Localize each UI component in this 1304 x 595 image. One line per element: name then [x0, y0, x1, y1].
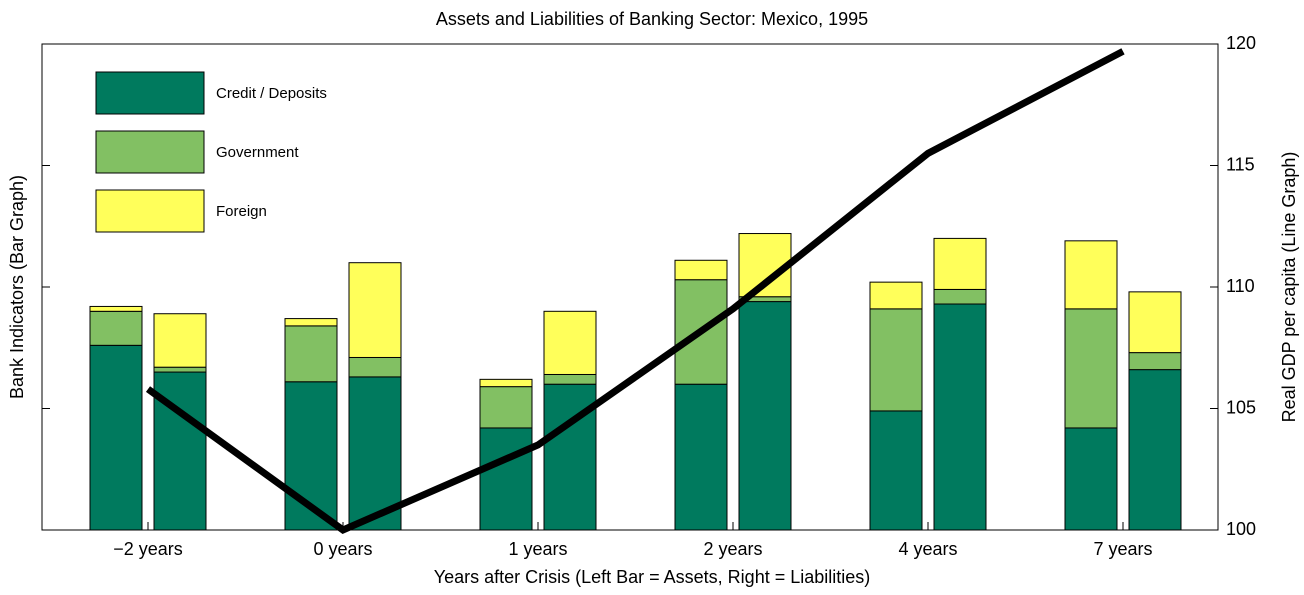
- legend-swatch: [95, 71, 205, 115]
- bar: [348, 262, 402, 358]
- bar: [1064, 240, 1118, 310]
- y2-tick-label: 105: [1226, 397, 1256, 417]
- bar: [674, 383, 728, 531]
- bar: [89, 344, 143, 531]
- legend-swatch: [95, 189, 205, 233]
- plot-frame: [41, 43, 1219, 531]
- x-tick-label: −2 years: [113, 539, 183, 559]
- bar: [869, 281, 923, 310]
- bar: [543, 373, 597, 385]
- x-axis-label: Years after Crisis (Left Bar = Assets, R…: [434, 567, 871, 587]
- bar: [479, 386, 533, 429]
- bar: [479, 378, 533, 388]
- y2-tick-label: 115: [1226, 154, 1255, 174]
- bar: [284, 318, 338, 327]
- bar: [543, 383, 597, 531]
- bar: [933, 303, 987, 531]
- bar: [1064, 308, 1118, 429]
- y2-axis-label: Real GDP per capita (Line Graph): [1279, 152, 1299, 423]
- bar: [674, 259, 728, 281]
- legend-label: Foreign: [216, 203, 267, 220]
- bar: [348, 356, 402, 378]
- x-tick-label: 2 years: [703, 539, 762, 559]
- y2-tick-label: 100: [1226, 519, 1256, 539]
- bar: [933, 288, 987, 305]
- bar: [543, 310, 597, 375]
- y2-tick-label: 110: [1226, 276, 1255, 296]
- bar: [153, 313, 207, 368]
- bar: [1064, 427, 1118, 531]
- x-tick-label: 7 years: [1093, 539, 1152, 559]
- x-tick-label: 4 years: [898, 539, 957, 559]
- x-tick-label: 0 years: [313, 539, 372, 559]
- legend-label: Credit / Deposits: [216, 85, 327, 102]
- bar: [933, 237, 987, 290]
- legend-swatch: [95, 130, 205, 174]
- x-tick-label: 1 years: [508, 539, 567, 559]
- bar: [1128, 291, 1182, 354]
- y-axis-label: Bank Indicators (Bar Graph): [7, 175, 27, 399]
- legend-label: Government: [216, 144, 299, 161]
- bar: [1128, 369, 1182, 531]
- bar: [479, 427, 533, 531]
- bar: [284, 325, 338, 383]
- bar: [153, 366, 207, 373]
- bar: [89, 310, 143, 346]
- chart-title: Assets and Liabilities of Banking Sector…: [436, 9, 868, 29]
- bar: [738, 301, 792, 531]
- gdp-line: [145, 48, 1125, 535]
- bar: [89, 305, 143, 312]
- bar: [1128, 352, 1182, 371]
- bar: [869, 308, 923, 412]
- y2-tick-label: 120: [1226, 33, 1256, 53]
- bar: [869, 410, 923, 531]
